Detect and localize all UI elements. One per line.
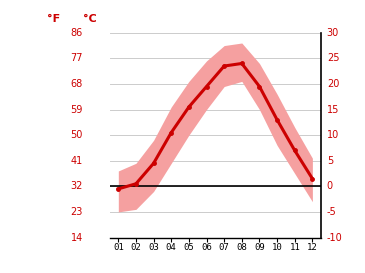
Text: 68: 68 xyxy=(70,79,83,89)
Text: 0: 0 xyxy=(327,181,333,191)
Text: 14: 14 xyxy=(70,233,83,242)
Text: -5: -5 xyxy=(327,207,337,217)
Text: 15: 15 xyxy=(327,105,339,115)
Text: 30: 30 xyxy=(327,28,339,38)
Text: 20: 20 xyxy=(327,79,339,89)
Text: 10: 10 xyxy=(327,130,339,140)
Text: 32: 32 xyxy=(70,181,83,191)
Text: 5: 5 xyxy=(327,156,333,166)
Text: 25: 25 xyxy=(327,53,339,63)
Text: 77: 77 xyxy=(70,53,83,63)
Text: °F: °F xyxy=(47,14,61,24)
Text: 41: 41 xyxy=(70,156,83,166)
Text: °C: °C xyxy=(83,14,97,24)
Text: 86: 86 xyxy=(70,28,83,38)
Text: 50: 50 xyxy=(70,130,83,140)
Text: -10: -10 xyxy=(327,233,342,242)
Text: 23: 23 xyxy=(70,207,83,217)
Text: 59: 59 xyxy=(70,105,83,115)
